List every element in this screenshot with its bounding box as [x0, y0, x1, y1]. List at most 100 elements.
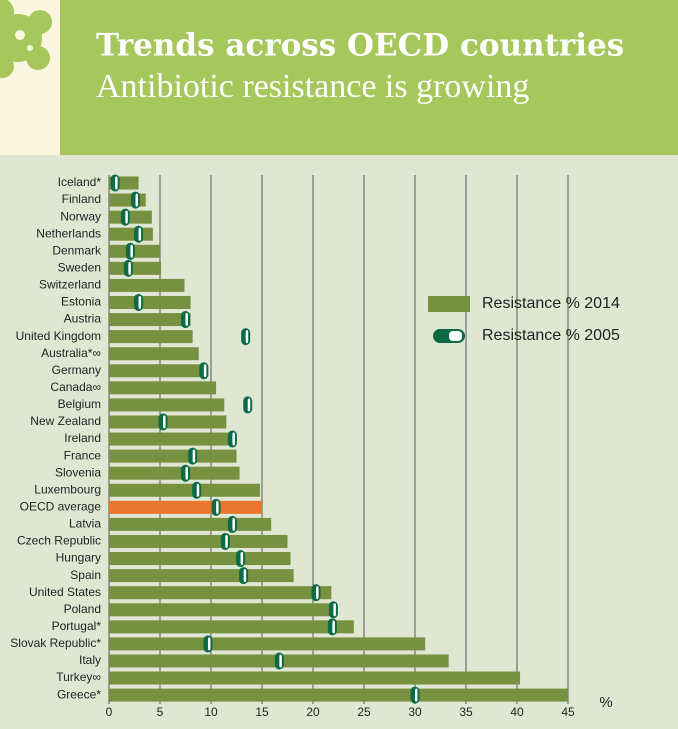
marker-half [247, 398, 251, 412]
bar [109, 586, 332, 600]
legend-swatch [433, 329, 465, 343]
y-tick-label: Norway [60, 209, 101, 223]
marker [120, 208, 130, 226]
marker [211, 498, 221, 516]
marker [131, 191, 141, 209]
y-tick-label: Poland [64, 602, 101, 616]
bar [109, 603, 334, 617]
y-tick-label: Hungary [56, 551, 101, 565]
marker [410, 686, 420, 704]
bar [109, 534, 288, 548]
y-tick-label: Denmark [52, 243, 102, 257]
marker [220, 532, 230, 550]
y-tick-label: Australia*∞ [41, 346, 101, 360]
y-tick-label: Spain [70, 568, 101, 582]
marker [328, 601, 338, 619]
y-tick-label: Luxembourg [34, 482, 101, 496]
y-tick-label: United Kingdom [16, 329, 101, 343]
y-tick-label: Greece* [57, 687, 101, 701]
bar [109, 193, 146, 207]
marker-half [245, 330, 249, 344]
y-tick-label: Austria [64, 312, 102, 326]
x-tick-label: 30 [408, 705, 422, 719]
marker-half [279, 654, 282, 668]
marker-half [125, 210, 128, 224]
marker [110, 174, 120, 192]
marker [327, 618, 337, 636]
marker [274, 652, 284, 670]
bar [109, 330, 193, 344]
legend-label: Resistance % 2014 [482, 295, 620, 312]
marker-half [135, 193, 139, 207]
chart-subtitle: Antibiotic resistance is growing [96, 68, 529, 105]
y-tick-label: Turkey∞ [56, 670, 101, 684]
marker-half [232, 517, 235, 531]
legend-label: Resistance % 2005 [482, 327, 620, 344]
bar [109, 483, 260, 497]
y-tick-label: Canada∞ [50, 380, 101, 394]
marker [181, 464, 190, 482]
marker [134, 225, 144, 243]
marker [236, 550, 246, 568]
marker-half [128, 261, 131, 275]
marker-half [333, 603, 336, 617]
marker [158, 413, 168, 431]
marker [241, 328, 251, 346]
marker [227, 430, 237, 448]
bar [109, 295, 191, 309]
bar [109, 688, 568, 702]
x-tick-label: 15 [255, 705, 269, 719]
y-tick-label: New Zealand [30, 414, 101, 428]
marker [192, 481, 202, 499]
bar [109, 347, 199, 361]
chart-title: Trends across OECD countries [96, 28, 624, 64]
y-tick-label: Portugal* [52, 619, 102, 633]
marker-half [115, 176, 118, 190]
marker-half [185, 466, 188, 480]
x-tick-label: 10 [204, 705, 218, 719]
bar [109, 278, 185, 292]
marker-half [185, 313, 188, 327]
bar [109, 517, 272, 531]
bar [109, 398, 225, 412]
legend-swatch [428, 296, 470, 312]
marker-half [163, 415, 166, 429]
marker [181, 311, 190, 329]
y-tick-label: France [64, 448, 102, 462]
marker [243, 396, 253, 414]
marker [199, 362, 209, 380]
marker-half [196, 483, 200, 497]
y-tick-label: Ireland [64, 431, 101, 445]
bar [109, 432, 236, 446]
x-tick-label: 45 [561, 705, 575, 719]
y-tick-label: United States [29, 585, 101, 599]
header-band [60, 0, 678, 155]
bar [109, 210, 152, 224]
bar [109, 313, 191, 327]
marker [188, 447, 198, 465]
marker [125, 242, 135, 260]
x-tick-label: 40 [510, 705, 524, 719]
bar [109, 227, 153, 241]
y-tick-label: Switzerland [39, 278, 101, 292]
x-tick-label: 5 [157, 705, 164, 719]
x-tick-label: 20 [306, 705, 320, 719]
bar [109, 261, 162, 275]
marker-half [216, 500, 219, 514]
y-tick-label: Sweden [58, 261, 101, 275]
x-axis-label: % [599, 694, 612, 711]
x-tick-label: 35 [459, 705, 473, 719]
marker-half [138, 227, 142, 241]
y-tick-label: Finland [62, 192, 101, 206]
x-tick-label: 0 [106, 705, 113, 719]
bar [109, 364, 205, 378]
marker [227, 515, 237, 533]
bar [109, 449, 237, 463]
marker-half [332, 620, 335, 634]
marker [134, 293, 144, 311]
marker [203, 635, 213, 653]
bar [109, 500, 262, 514]
marker-half [415, 688, 418, 702]
y-tick-label: Slovak Republic* [10, 636, 101, 650]
